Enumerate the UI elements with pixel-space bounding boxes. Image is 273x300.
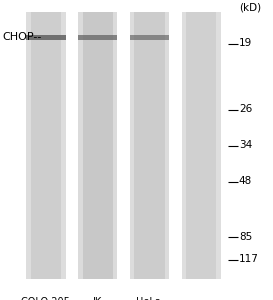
Text: HeLa: HeLa [136,297,161,300]
Text: 117: 117 [239,254,259,265]
Text: 85: 85 [239,232,252,242]
Bar [165,12,169,279]
Bar [26,12,66,279]
Bar [26,12,31,279]
Text: 34: 34 [239,140,252,151]
Bar [130,12,169,279]
Text: 26: 26 [239,104,252,115]
Text: 19: 19 [239,38,252,49]
Text: JK: JK [92,297,102,300]
Text: (kD): (kD) [239,2,261,12]
Text: 48: 48 [239,176,252,187]
Bar [78,12,82,279]
Bar [182,12,221,279]
Bar [216,12,221,279]
Bar [182,12,186,279]
Bar [61,12,66,279]
Text: COLO 205: COLO 205 [20,297,70,300]
Bar [130,12,134,279]
Bar [26,35,66,40]
Bar [130,35,169,40]
Bar [78,12,117,279]
Bar [113,12,117,279]
Text: CHOP--: CHOP-- [3,32,42,43]
Bar [78,35,117,40]
